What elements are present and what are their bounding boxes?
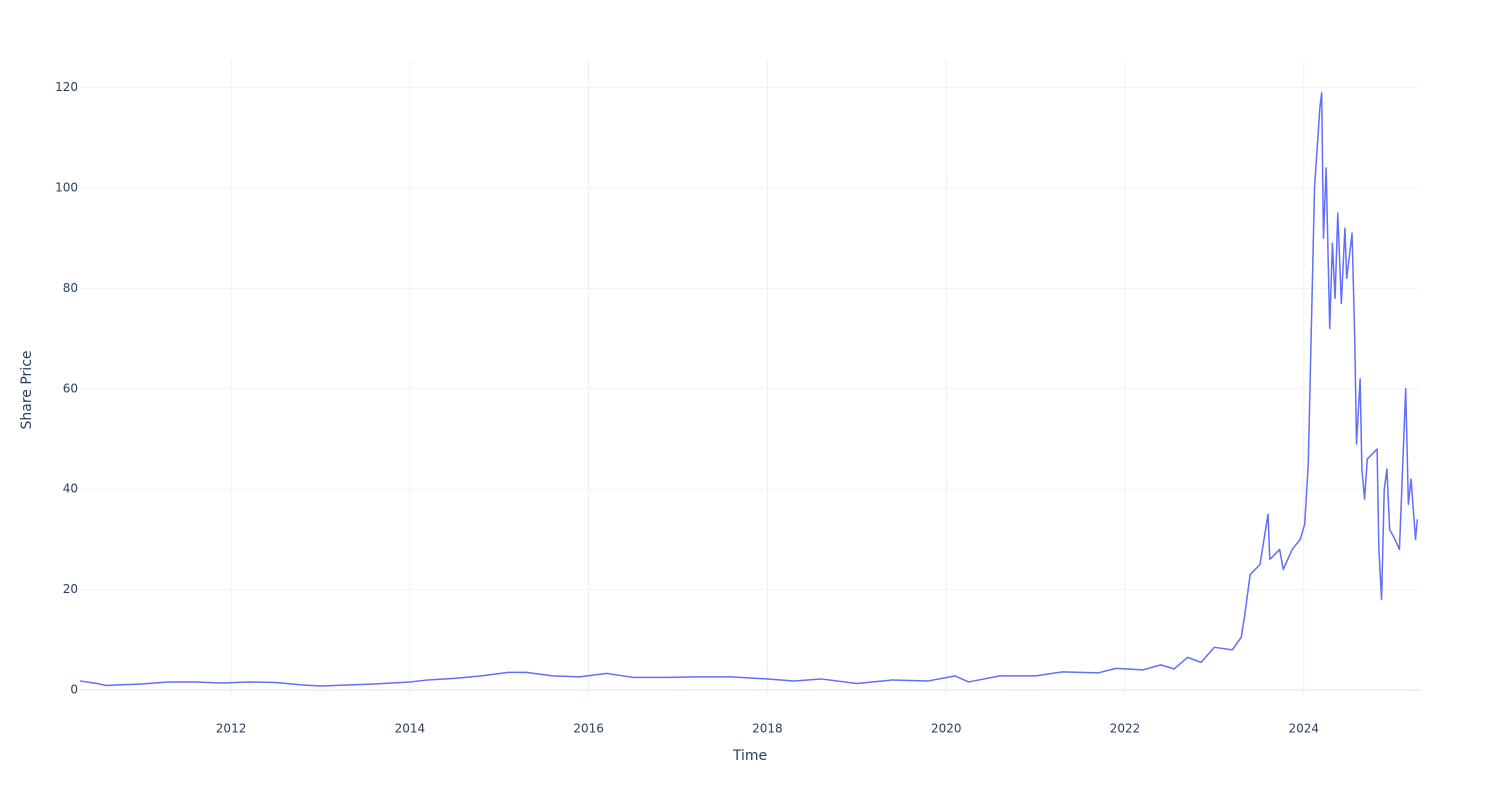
x-tick-label: 2018 bbox=[752, 722, 783, 736]
y-tick-label: 120 bbox=[55, 80, 78, 94]
price-line bbox=[79, 91, 1419, 687]
x-tick-label: 2014 bbox=[395, 722, 426, 736]
y-axis-label: Share Price bbox=[19, 350, 35, 429]
y-tick-label: 20 bbox=[63, 582, 78, 596]
y-tick-label: 80 bbox=[63, 281, 78, 295]
x-axis-label: Time bbox=[732, 748, 767, 764]
x-tick-label: 2024 bbox=[1289, 722, 1320, 736]
x-tick-label: 2020 bbox=[931, 722, 962, 736]
x-tick-label: 2012 bbox=[216, 722, 247, 736]
y-tick-label: 60 bbox=[63, 381, 78, 395]
x-tick-label: 2016 bbox=[573, 722, 604, 736]
y-tick-label: 100 bbox=[55, 181, 78, 195]
x-tick-label: 2022 bbox=[1110, 722, 1141, 736]
y-tick-label: 0 bbox=[70, 682, 78, 696]
y-tick-label: 40 bbox=[63, 482, 78, 496]
